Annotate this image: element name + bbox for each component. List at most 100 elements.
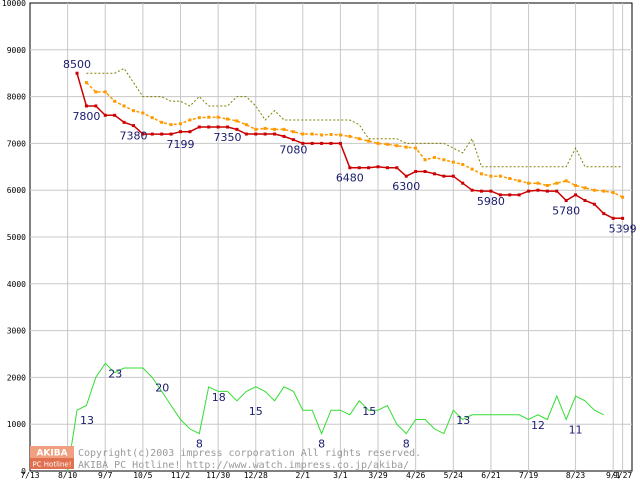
data-point-min [385, 166, 389, 170]
data-point-average [583, 186, 587, 190]
data-point-average [197, 116, 201, 120]
data-point-average [527, 181, 531, 185]
akiba-logo-top-text: AKIBA [36, 449, 67, 459]
data-point-average [263, 126, 267, 130]
data-label-shops: 8 [196, 438, 203, 451]
y-axis-ticks: 0 1000 2000 3000 4000 5000 6000 7000 8000 9000 100… [2, 0, 26, 476]
data-point-average [131, 109, 135, 113]
data-point-average [235, 119, 239, 123]
x-tick-label: 7/19 [519, 471, 538, 480]
x-tick-label: 5/24 [444, 471, 463, 480]
data-point-min [301, 141, 305, 145]
data-point-min [480, 189, 483, 193]
data-point-min [461, 181, 465, 185]
data-label-shops: 13 [456, 414, 470, 427]
data-point-min [254, 132, 258, 136]
x-tick-label: 11/30 [206, 471, 230, 480]
data-label-min: 5780 [552, 204, 580, 217]
y-tick-label: 3000 [7, 327, 26, 336]
data-label-min: 5980 [477, 195, 505, 208]
data-label-shops: 18 [212, 391, 226, 404]
watermark: AKIBA PC Hotline! Copyright(c)2003 impre… [30, 446, 421, 471]
data-point-min [348, 166, 352, 170]
data-labels: 8500 7800 7380 7199 7350 7080 6480 6300 5980 5780… [63, 58, 637, 450]
series-max [86, 67, 623, 168]
data-point-min [179, 130, 182, 134]
data-point-min [273, 132, 277, 136]
series-line-max [86, 67, 623, 168]
akiba-logo-top [30, 446, 74, 458]
data-point-average [517, 179, 521, 183]
x-tick-label: 9/27 [613, 471, 632, 480]
akiba-logo-bottom-text: PC Hotline! [32, 461, 71, 469]
y-tick-label: 7000 [7, 139, 26, 148]
data-point-average [122, 104, 126, 108]
data-point-average [414, 146, 418, 150]
data-point-average [320, 133, 324, 137]
data-point-average [244, 123, 248, 127]
data-point-min [423, 169, 427, 173]
data-point-average [179, 122, 182, 126]
data-point-min [226, 125, 230, 129]
data-point-min [574, 193, 578, 197]
data-point-average [348, 134, 352, 138]
data-label-min: 6480 [336, 172, 364, 185]
data-point-average [574, 184, 578, 188]
data-point-average [188, 118, 192, 122]
x-tick-label: 3/1 [333, 471, 348, 480]
data-point-min [536, 188, 540, 192]
data-point-min [235, 127, 239, 131]
x-tick-label: 12/28 [244, 471, 268, 480]
data-point-min [498, 193, 502, 197]
data-point-min [376, 165, 380, 169]
data-point-average [94, 90, 98, 94]
data-point-min [169, 132, 173, 136]
series-average [84, 81, 625, 199]
data-point-min [338, 141, 342, 145]
x-tick-label: 4/26 [406, 471, 425, 480]
data-point-min [216, 125, 220, 129]
data-point-min [602, 212, 606, 216]
y-tick-label: 1000 [7, 420, 26, 429]
grid-lines [30, 3, 632, 471]
y-tick-label: 10000 [2, 0, 26, 8]
series-shops [67, 362, 605, 472]
data-point-min [517, 193, 521, 197]
data-point-min [555, 189, 559, 193]
data-point-average [357, 137, 361, 141]
data-point-min [244, 132, 248, 136]
x-tick-label: 8/23 [566, 471, 585, 480]
data-point-min [207, 125, 211, 129]
data-point-average [470, 167, 474, 171]
data-point-min [583, 198, 587, 202]
data-point-average [404, 145, 408, 149]
x-tick-label: 11/2 [171, 471, 190, 480]
data-label-shops: 20 [155, 381, 169, 394]
data-point-min [611, 216, 615, 220]
data-point-average [442, 158, 446, 162]
data-point-average [254, 127, 258, 131]
data-point-min [141, 132, 145, 136]
data-point-min [103, 113, 107, 117]
data-label-min: 7380 [119, 130, 147, 143]
data-point-min [197, 125, 201, 129]
data-point-min [282, 134, 286, 138]
data-point-average [376, 141, 380, 145]
data-point-min [621, 216, 625, 220]
data-point-average [536, 181, 540, 185]
data-label-min: 8500 [63, 58, 91, 71]
data-point-average [592, 188, 596, 192]
series-min [75, 71, 625, 220]
data-point-average [226, 117, 230, 121]
x-tick-label: 9/7 [98, 471, 113, 480]
data-label-min: 7800 [72, 110, 100, 123]
data-label-min: 5399 [609, 222, 637, 235]
x-tick-label: 2/1 [296, 471, 311, 480]
data-label-shops: 15 [249, 405, 263, 418]
data-label-shops: 11 [569, 424, 583, 437]
x-tick-label: 6/21 [481, 471, 500, 480]
data-point-average [602, 189, 606, 193]
data-point-min [113, 113, 117, 117]
data-point-average [113, 99, 117, 103]
